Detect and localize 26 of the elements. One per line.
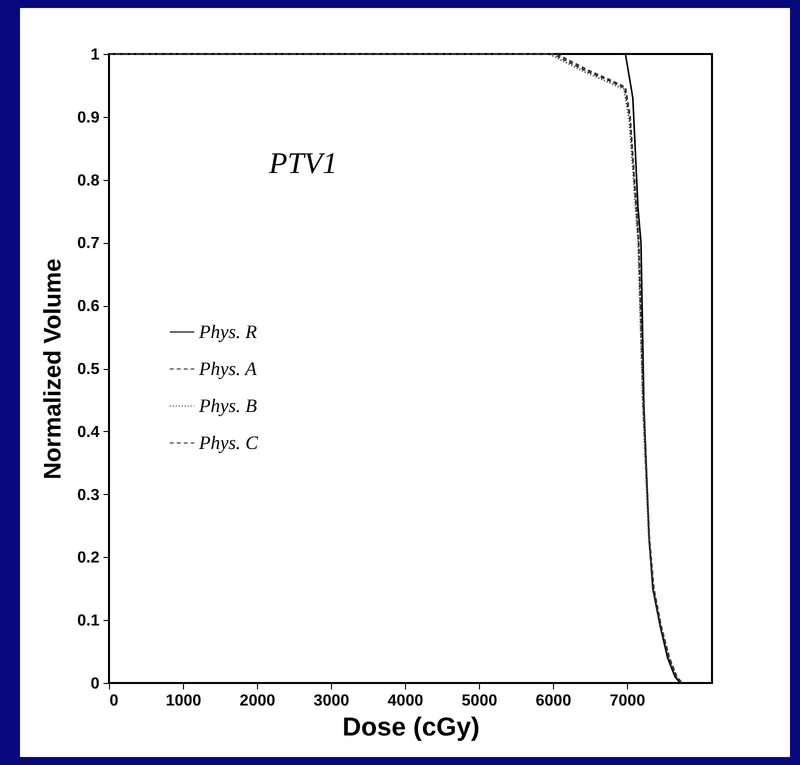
x-axis-title: Dose (cGy) [342,712,480,742]
x-tick-label: 5000 [462,692,498,710]
annotation: PTV1 [268,147,338,180]
legend-label: Phys. A [198,359,258,380]
y-tick-label: 0 [90,676,100,692]
y-axis-title: Normalized Volume [39,258,66,480]
y-tick-label: 0.2 [77,550,100,567]
x-tick-label: 3000 [314,692,350,710]
y-tick-label: 0.7 [77,235,100,252]
y-tick-label: 0.3 [77,486,100,504]
legend-label: Phys. C [198,433,258,454]
legend-label: Phys. R [198,322,258,343]
x-tick-label: 1000 [166,692,202,710]
y-tick-label: 0.1 [77,612,100,630]
y-tick-label: 1 [90,46,100,64]
x-tick-label: 6000 [536,692,572,710]
y-tick-label: 0.6 [77,298,100,316]
y-tick-label: 0.8 [77,172,100,190]
y-tick-label: 0.4 [77,424,100,441]
x-tick-label: 4000 [388,692,424,710]
x-tick-label: 7000 [610,692,646,710]
legend-label: Phys. B [198,396,258,417]
y-tick-label: 0.5 [77,361,100,378]
x-tick-label: 0 [110,692,118,710]
x-tick-label: 2000 [240,692,276,710]
y-tick-label: 0.9 [77,109,100,126]
